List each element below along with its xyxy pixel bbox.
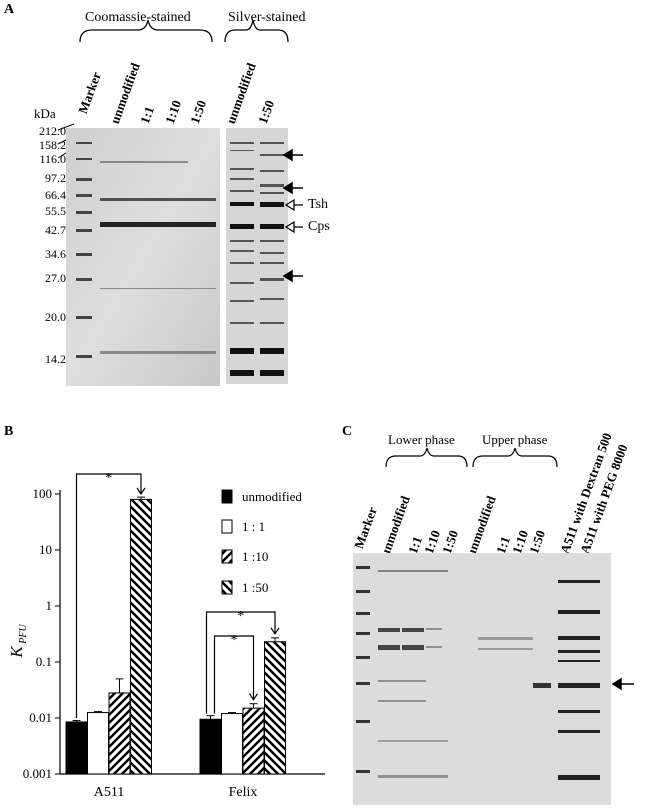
mw-label: 97.2 xyxy=(45,171,66,185)
bar xyxy=(130,498,152,775)
panel-a-gels xyxy=(57,123,303,386)
mw-label: 55.5 xyxy=(45,204,66,218)
panel-c-brackets xyxy=(385,447,558,468)
filled-arrow-icon xyxy=(611,677,634,691)
category-label: Felix xyxy=(229,785,258,800)
panel-b-label: B xyxy=(4,424,14,439)
mw-label: 158.2 xyxy=(39,138,66,152)
y-axis-label-subscript: PFU xyxy=(18,624,29,645)
significance-star: * xyxy=(105,471,112,486)
open-arrow-icon xyxy=(284,198,303,212)
mw-label: 14.2 xyxy=(45,352,66,366)
y-axis-label: K xyxy=(7,645,26,659)
mw-label: 20.0 xyxy=(45,310,66,324)
mw-label: 212.0 xyxy=(39,124,66,138)
legend-label: 1 :10 xyxy=(242,549,268,564)
open-arrow-icon xyxy=(284,220,303,234)
panel-c-label: C xyxy=(342,424,353,439)
legend-label: 1 : 1 xyxy=(242,519,265,534)
significance-bracket xyxy=(205,611,276,714)
legend-label: 1 :50 xyxy=(242,580,268,595)
significance-bracket xyxy=(75,473,142,718)
significance-bracket xyxy=(213,635,255,714)
y-tick-label: 0.1 xyxy=(36,654,52,669)
mw-label: 27.0 xyxy=(45,271,66,285)
lower-phase-label: Lower phase xyxy=(388,432,455,447)
mw-label: 34.6 xyxy=(45,247,66,261)
y-tick-label: 0.001 xyxy=(23,766,52,781)
significance-star: * xyxy=(231,633,238,648)
panel-a-brackets xyxy=(79,19,289,43)
coomassie-group-label: Coomassie-stained xyxy=(85,10,191,25)
legend-swatch xyxy=(221,489,233,504)
significance-bracket-tip xyxy=(249,693,258,701)
y-tick-label: 0.01 xyxy=(29,710,52,725)
significance-star: * xyxy=(237,609,244,624)
mw-label: 42.7 xyxy=(45,223,66,237)
category-label: A511 xyxy=(94,785,125,800)
legend-swatch xyxy=(221,549,233,564)
filled-arrow-icon xyxy=(282,181,303,195)
significance-bracket-tip xyxy=(270,627,280,635)
y-tick-label: 100 xyxy=(33,486,53,501)
legend-swatch xyxy=(221,519,233,534)
filled-arrow-icon xyxy=(282,148,303,162)
y-tick-label: 1 xyxy=(46,598,53,613)
tsh-band-label: Tsh xyxy=(308,197,329,212)
cps-band-label: Cps xyxy=(308,219,330,234)
panel-a-label: A xyxy=(4,2,15,17)
mw-label: 66.4 xyxy=(45,188,66,202)
legend-label: unmodified xyxy=(242,489,302,504)
coomassie-gel xyxy=(66,128,220,386)
silver-group-label: Silver-stained xyxy=(228,10,306,25)
significance-bracket-tip xyxy=(136,487,146,496)
legend-swatch xyxy=(221,580,233,595)
mw-label: 116.0 xyxy=(39,152,66,166)
y-tick-label: 10 xyxy=(39,542,52,557)
upper-phase-label: Upper phase xyxy=(482,432,548,447)
filled-arrow-icon xyxy=(282,269,303,283)
kda-unit-label: kDa xyxy=(34,106,56,121)
